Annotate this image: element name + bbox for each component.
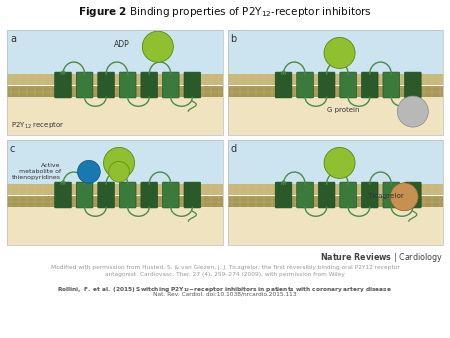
- FancyBboxPatch shape: [383, 72, 400, 98]
- Text: $\bf{Figure\ 2}$ Binding properties of P2Y$_{12}$-receptor inhibitors: $\bf{Figure\ 2}$ Binding properties of P…: [78, 5, 372, 19]
- Bar: [7, 207, 222, 245]
- Bar: [228, 97, 443, 135]
- Bar: [228, 30, 443, 74]
- Text: a: a: [10, 34, 16, 44]
- FancyBboxPatch shape: [318, 72, 335, 98]
- Bar: [7, 140, 222, 184]
- Text: Modified with permission from Husted, S. & van Giezen, J. J. Ticagrelor: the fir: Modified with permission from Husted, S.…: [50, 265, 400, 270]
- FancyBboxPatch shape: [141, 182, 158, 208]
- Bar: [7, 97, 222, 135]
- FancyBboxPatch shape: [340, 72, 356, 98]
- Bar: [228, 86, 443, 97]
- Text: b: b: [230, 34, 237, 44]
- FancyBboxPatch shape: [98, 182, 114, 208]
- FancyBboxPatch shape: [141, 72, 158, 98]
- Bar: [7, 196, 222, 207]
- Text: antagonist. Cardiovasc. Ther. 27 (4), 259–274 (2009), with permission from Wiley: antagonist. Cardiovasc. Ther. 27 (4), 25…: [105, 272, 345, 277]
- FancyBboxPatch shape: [76, 182, 93, 208]
- Text: Ticagrelor: Ticagrelor: [368, 193, 404, 199]
- Circle shape: [390, 183, 418, 211]
- FancyBboxPatch shape: [184, 72, 201, 98]
- FancyBboxPatch shape: [119, 182, 136, 208]
- Bar: [228, 140, 443, 184]
- Circle shape: [324, 147, 355, 178]
- FancyBboxPatch shape: [76, 72, 93, 98]
- Circle shape: [397, 96, 428, 127]
- Circle shape: [104, 147, 135, 178]
- FancyBboxPatch shape: [55, 182, 72, 208]
- Circle shape: [142, 31, 173, 62]
- FancyBboxPatch shape: [162, 182, 179, 208]
- Circle shape: [77, 160, 100, 183]
- FancyBboxPatch shape: [361, 72, 378, 98]
- FancyBboxPatch shape: [405, 182, 421, 208]
- FancyBboxPatch shape: [318, 182, 335, 208]
- FancyBboxPatch shape: [184, 182, 201, 208]
- Bar: [7, 30, 222, 135]
- Text: Active
metabolite of
thienopyridines: Active metabolite of thienopyridines: [12, 164, 61, 180]
- Text: d: d: [230, 144, 237, 154]
- Text: $\bf{Rollini,\ F.\ et\ al.\ (2015)\ Switching\ P2Y}$$\bf{_{12}}$$\bf{-receptor\ : $\bf{Rollini,\ F.\ et\ al.\ (2015)\ Swit…: [58, 285, 392, 294]
- FancyBboxPatch shape: [275, 182, 292, 208]
- Text: ADP: ADP: [114, 40, 130, 49]
- Bar: [7, 30, 222, 74]
- FancyBboxPatch shape: [383, 182, 400, 208]
- Text: Nat. Rev. Cardiol. doi:10.1038/nrcardio.2015.113: Nat. Rev. Cardiol. doi:10.1038/nrcardio.…: [153, 292, 297, 297]
- FancyBboxPatch shape: [275, 72, 292, 98]
- Bar: [228, 30, 443, 135]
- FancyBboxPatch shape: [55, 72, 72, 98]
- Circle shape: [324, 38, 355, 69]
- FancyBboxPatch shape: [162, 72, 179, 98]
- Text: P2Y$_{12}$ receptor: P2Y$_{12}$ receptor: [11, 121, 64, 131]
- Text: c: c: [10, 144, 15, 154]
- FancyBboxPatch shape: [119, 72, 136, 98]
- FancyBboxPatch shape: [340, 182, 356, 208]
- Bar: [7, 184, 222, 195]
- Bar: [228, 140, 443, 245]
- Bar: [228, 74, 443, 85]
- Circle shape: [109, 162, 130, 182]
- FancyBboxPatch shape: [297, 72, 313, 98]
- Bar: [228, 184, 443, 195]
- FancyBboxPatch shape: [98, 72, 114, 98]
- Bar: [228, 196, 443, 207]
- Bar: [228, 207, 443, 245]
- Text: $\bf{Nature\ Reviews}$ | Cardiology: $\bf{Nature\ Reviews}$ | Cardiology: [320, 251, 443, 264]
- Bar: [7, 74, 222, 85]
- FancyBboxPatch shape: [297, 182, 313, 208]
- FancyBboxPatch shape: [405, 72, 421, 98]
- Bar: [7, 86, 222, 97]
- FancyBboxPatch shape: [361, 182, 378, 208]
- Text: G protein: G protein: [327, 107, 359, 114]
- Bar: [7, 140, 222, 245]
